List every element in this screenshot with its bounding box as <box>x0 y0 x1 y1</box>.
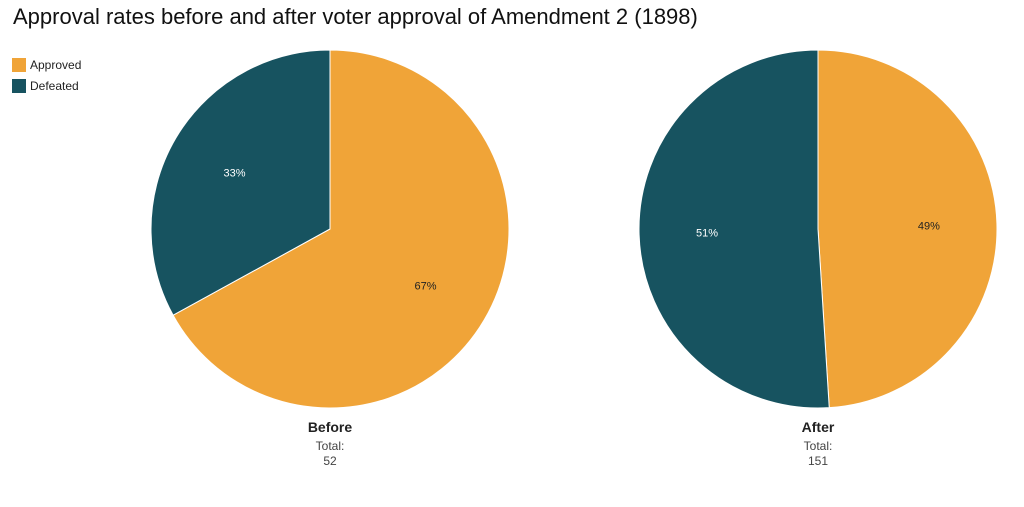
pie-total-value: 52 <box>323 454 337 468</box>
chart-title: Approval rates before and after voter ap… <box>13 4 698 29</box>
legend-swatch-approved <box>12 57 26 72</box>
legend-item-defeated[interactable]: Defeated <box>12 75 81 96</box>
legend-label-approved: Approved <box>30 57 82 72</box>
pie-caption-name: Before <box>308 419 353 435</box>
pie-after: 49% 51% After Total:151 <box>638 49 998 468</box>
pie-total-label: Total: <box>316 439 345 453</box>
pie-slice-approved[interactable] <box>172 49 510 409</box>
legend-label-defeated: Defeated <box>30 78 79 93</box>
slice-label-defeated: 51% <box>696 227 718 239</box>
legend-item-approved[interactable]: Approved <box>12 54 81 75</box>
pie-slice-defeated[interactable] <box>150 49 331 316</box>
legend: Approved Defeated <box>12 54 81 96</box>
slice-label-defeated: 33% <box>223 168 245 180</box>
pie-slice-defeated[interactable] <box>638 49 830 409</box>
slice-label-approved: 67% <box>415 280 437 292</box>
legend-swatch-defeated <box>12 78 26 93</box>
pie-total-label: Total: <box>804 439 833 453</box>
pie-caption-name: After <box>802 419 835 435</box>
slice-label-approved: 49% <box>918 221 940 233</box>
pie-slice-approved[interactable] <box>817 49 998 409</box>
pie-total-value: 151 <box>808 454 828 468</box>
pie-before: 67% 33% Before Total:52 <box>150 49 510 468</box>
